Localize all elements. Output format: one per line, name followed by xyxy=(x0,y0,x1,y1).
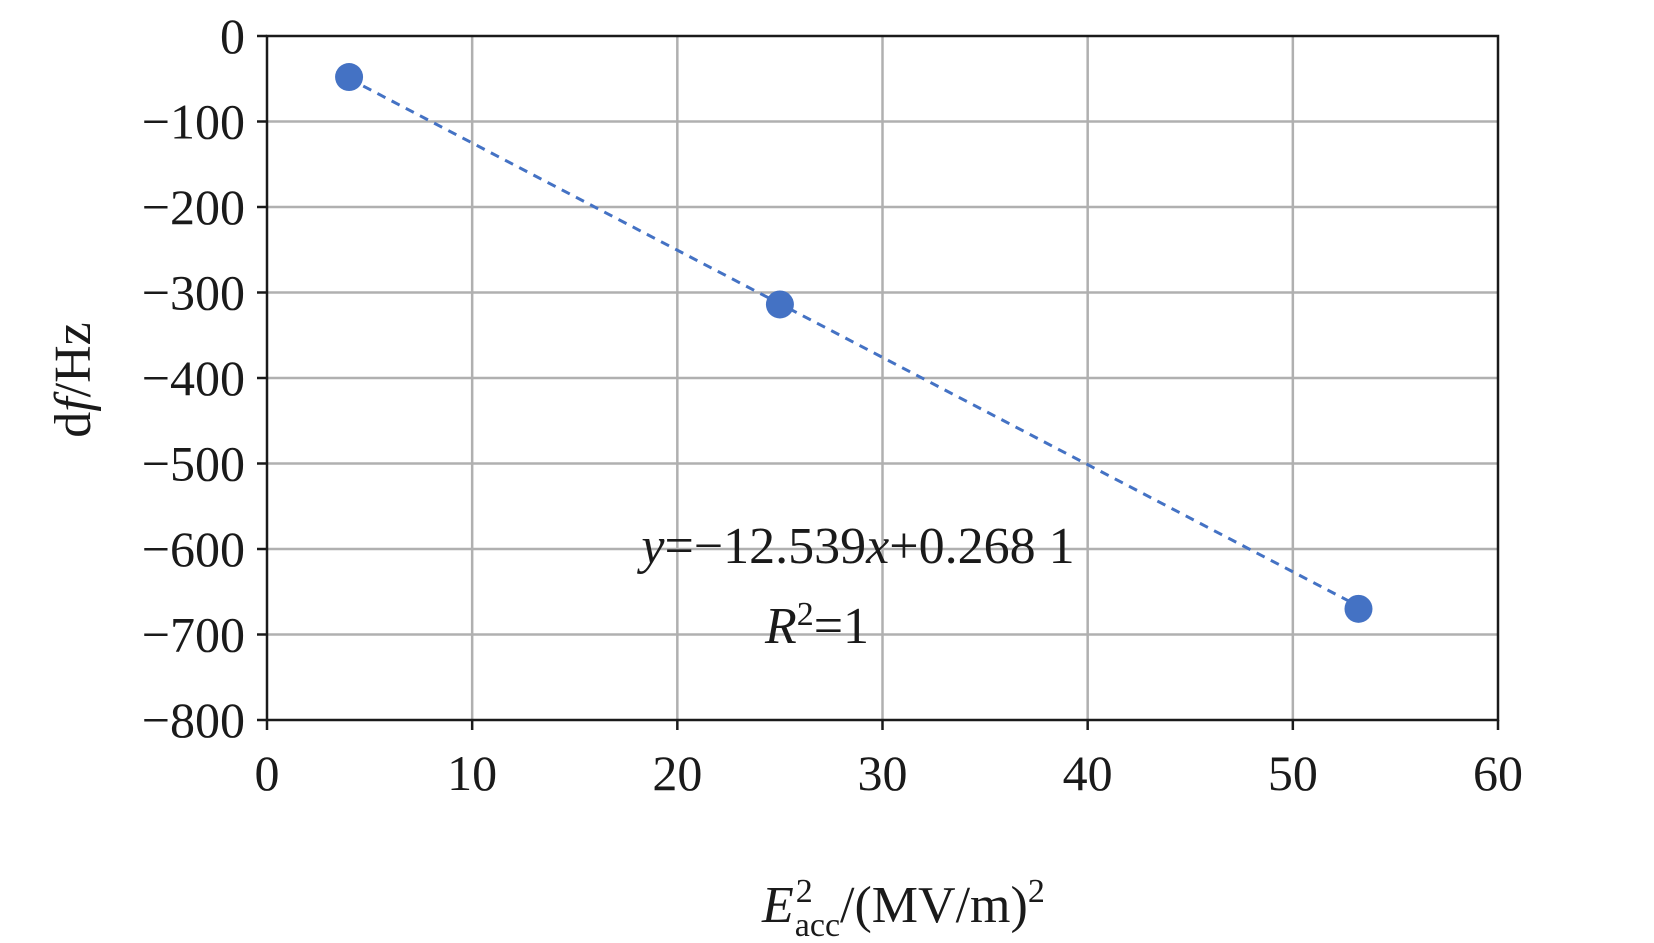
x-axis-tick-labels: 0 10 20 30 40 50 60 xyxy=(255,745,1524,801)
x-tick-label: 0 xyxy=(255,745,280,801)
data-points xyxy=(335,63,1373,623)
x-axis-title-rest: /(MV/m) xyxy=(840,877,1028,934)
x-axis-title-base: E xyxy=(761,877,794,934)
y-axis-title-prefix: d xyxy=(45,412,102,438)
equation-y-var: y xyxy=(636,518,665,575)
x-tick-label: 20 xyxy=(652,745,702,801)
tick-marks xyxy=(257,34,1500,730)
y-tick-label: 0 xyxy=(220,8,245,64)
r-squared-tail: =1 xyxy=(814,598,869,655)
x-tick-label: 50 xyxy=(1268,745,1318,801)
x-axis-title: E2 acc/(MV/m)2 xyxy=(761,873,1045,943)
data-point xyxy=(1344,594,1373,623)
x-axis-title-rest-superscript: 2 xyxy=(1028,873,1045,910)
equation-x-var: x xyxy=(865,518,889,575)
r-squared-label: R2=1 xyxy=(764,596,869,655)
data-point xyxy=(335,63,364,92)
equation-tail: +0.268 1 xyxy=(889,518,1074,575)
y-tick-label: −700 xyxy=(142,607,245,663)
y-tick-label: −100 xyxy=(142,94,245,150)
y-tick-label: −300 xyxy=(142,265,245,321)
trendline-equation: y=−12.539x+0.268 1 xyxy=(636,518,1074,575)
y-tick-label: −200 xyxy=(142,179,245,235)
y-axis-title-rest: /Hz xyxy=(45,322,102,397)
y-tick-label: −400 xyxy=(142,350,245,406)
x-tick-label: 10 xyxy=(447,745,497,801)
trendline xyxy=(348,77,1360,608)
equation-middle: =−12.539 xyxy=(665,518,867,575)
r-squared-superscript: 2 xyxy=(797,596,814,633)
x-axis-title-subscript: acc xyxy=(795,907,840,943)
x-tick-label: 40 xyxy=(1063,745,1113,801)
y-tick-label: −600 xyxy=(142,521,245,577)
grid xyxy=(267,36,1498,720)
x-tick-label: 60 xyxy=(1473,745,1523,801)
y-tick-label: −800 xyxy=(142,692,245,748)
y-axis-tick-labels: 0 −100 −200 −300 −400 −500 −600 −700 −800 xyxy=(142,8,245,748)
y-tick-label: −500 xyxy=(142,436,245,492)
x-axis-title-superscript: 2 xyxy=(796,873,813,910)
x-tick-label: 30 xyxy=(858,745,908,801)
r-squared-var: R xyxy=(764,598,797,655)
y-axis-title: df/Hz xyxy=(45,322,102,438)
data-point xyxy=(765,290,794,319)
